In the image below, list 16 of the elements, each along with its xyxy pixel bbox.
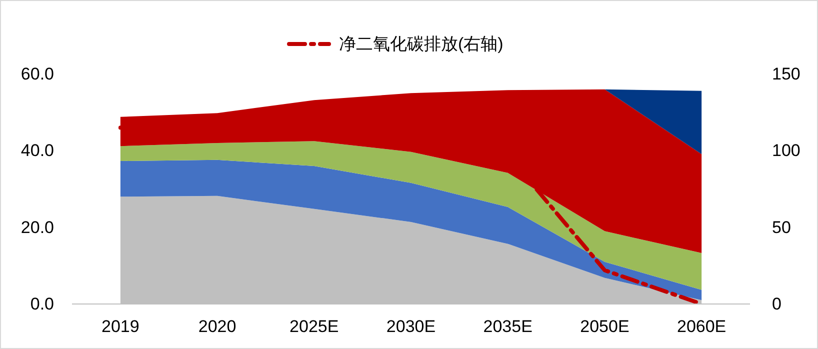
y-tick-label: 0.0 [30, 294, 54, 314]
x-tick-label: 2025E [290, 317, 339, 336]
x-tick-label: 2020 [198, 317, 236, 336]
y2-tick-label: 50 [772, 218, 791, 237]
x-tick-label: 2050E [580, 317, 630, 336]
y-tick-label: 60.0 [20, 64, 54, 84]
legend-label: 净二氧化碳排放(右轴) [339, 34, 504, 54]
y2-tick-label: 100 [772, 141, 800, 160]
y2-tick-label: 0 [772, 294, 782, 314]
y2-tick-label: 150 [772, 64, 800, 84]
x-tick-label: 2035E [483, 317, 532, 336]
x-tick-label: 2030E [386, 317, 436, 336]
x-tick-label: 2060E [676, 317, 726, 336]
y-tick-label: 40.0 [20, 141, 54, 160]
x-tick-label: 2019 [102, 317, 140, 336]
y-tick-label: 20.0 [20, 218, 54, 237]
